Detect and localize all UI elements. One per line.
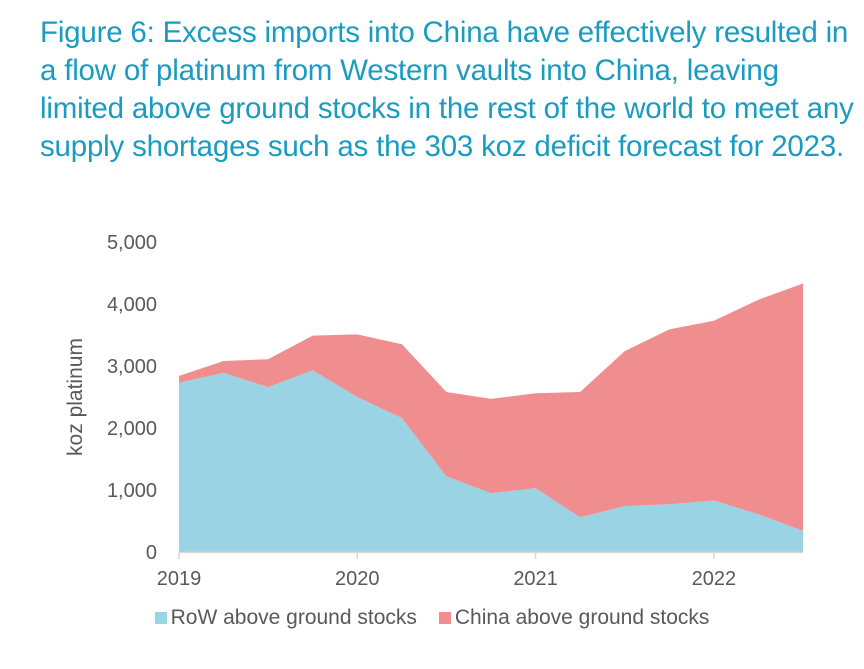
plot-areas [179, 283, 803, 552]
legend-swatch-china [438, 612, 451, 624]
y-tick-label: 4,000 [107, 294, 157, 316]
legend-item-row: RoW above ground stocks [154, 606, 417, 630]
y-tick-label: 5,000 [107, 232, 157, 254]
x-tick-label: 2022 [692, 568, 737, 590]
y-tick-label: 0 [146, 542, 157, 564]
y-axis-label: koz platinum [64, 338, 87, 456]
legend-label-row: RoW above ground stocks [170, 606, 417, 629]
x-tick-label: 2019 [157, 568, 202, 590]
x-tick-label: 2020 [335, 568, 380, 590]
legend-swatch-row [154, 612, 167, 624]
legend-label-china: China above ground stocks [454, 606, 710, 629]
y-tick-label: 3,000 [107, 356, 157, 378]
axes: 2019 2020 2021 2022 0 1,000 2,000 3,000 4,000 5,0… [107, 232, 803, 590]
legend-item-china: China above ground stocks [438, 606, 710, 630]
figure-title: Figure 6: Excess imports into China have… [40, 16, 854, 163]
y-tick-label: 1,000 [107, 480, 157, 502]
legend: RoW above ground stocks China above grou… [0, 606, 864, 630]
area-china [179, 283, 803, 531]
area-row [179, 370, 803, 552]
x-tick-label: 2021 [513, 568, 558, 590]
stacked-area-chart: 2019 2020 2021 2022 0 1,000 2,000 3,000 4,000 5,0… [64, 232, 803, 590]
y-tick-label: 2,000 [107, 418, 157, 440]
